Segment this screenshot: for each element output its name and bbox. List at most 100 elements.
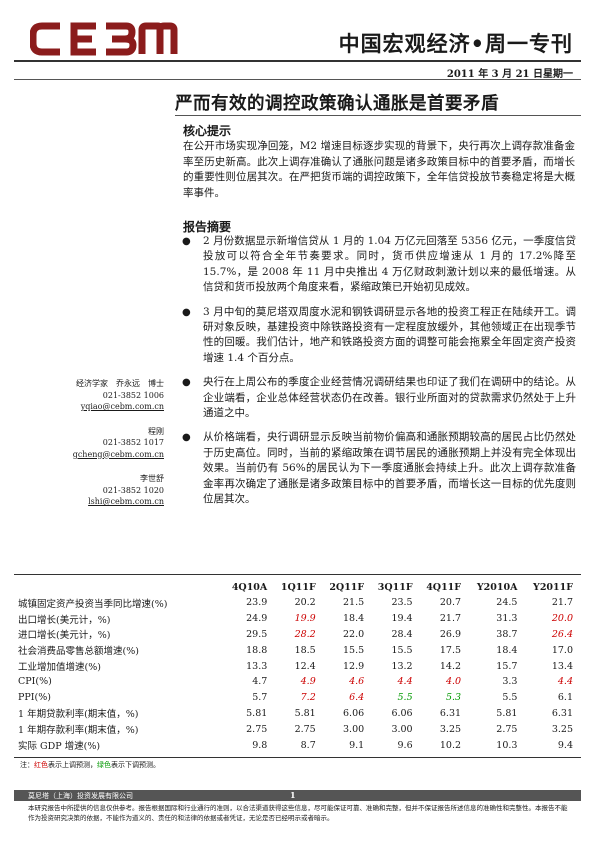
note-prefix: 注：: [20, 761, 34, 769]
table-column-header: 4Q10A: [231, 582, 268, 593]
table-cell: 19.4: [391, 613, 413, 625]
table-cell: 20.2: [294, 597, 316, 609]
table-cell: 18.4: [496, 644, 518, 656]
core-section-title: 核心提示: [183, 124, 232, 138]
row-label: 进口增长(美元计，%): [18, 630, 111, 642]
table-cell: 3.00: [343, 723, 365, 735]
table-cell: 5.5: [502, 692, 518, 704]
table-cell: 17.5: [439, 644, 462, 656]
table-cell: 6.1: [557, 692, 573, 704]
table-cell: 6.06: [391, 707, 413, 719]
issue-date: 2011 年 3 月 21 日星期一: [446, 69, 573, 80]
table-cell: 6.06: [343, 707, 365, 719]
note-green-label: 绿色: [97, 761, 111, 769]
table-cell: 12.9: [343, 660, 365, 672]
table-cell: 5.3: [445, 692, 462, 704]
analyst-card: 经济学家 乔永远 博士 021-3852 1006 yqiao@cebm.com…: [14, 378, 164, 413]
table-row: PPI(%) 5.7 7.2 6.4 5.5 5.3 5.5 6.1: [18, 690, 573, 706]
footer-company: 莫尼塔（上海）投资发展有限公司: [28, 792, 133, 800]
table-cell: 3.00: [391, 723, 413, 735]
table-cell: 4.7: [252, 676, 268, 688]
table-cell: 6.31: [551, 707, 573, 719]
analyst-email-link[interactable]: gcheng@cebm.com.cn: [72, 449, 164, 459]
publication-title: 中国宏观经济•周一专刊: [338, 31, 573, 56]
table-cell: 4.9: [300, 676, 316, 688]
table-column-header: Y2011F: [533, 582, 573, 593]
page-number: 1: [290, 790, 296, 800]
table-cell: 18.8: [246, 644, 268, 656]
bullet-text: 3 月中旬的莫尼塔双周度水泥和钢铁调研显示各地的投资工程正在陆续开工。调研对象反…: [203, 305, 576, 364]
analyst-email-link[interactable]: lshi@cebm.com.cn: [88, 497, 164, 506]
table-row: CPI(%) 4.7 4.9 4.6 4.4 4.0 3.3 4.4: [18, 674, 573, 690]
analyst-phone: 021-3852 1006: [102, 390, 164, 400]
bullet-icon: ●: [182, 432, 191, 444]
table-cell: 3.25: [551, 723, 573, 735]
table-cell: 2.75: [496, 723, 518, 735]
table-cell: 13.4: [551, 660, 573, 672]
table-cell: 5.7: [252, 692, 268, 704]
table-cell: 38.7: [496, 628, 518, 640]
analyst-name: 经济学家 乔永远 博士: [76, 379, 164, 388]
table-cell: 21.7: [439, 613, 462, 625]
table-cell: 20.7: [439, 597, 462, 609]
disclaimer-text: 本研究报告中所提供的信息仅供参考。报告根据国际和行业通行的准则，以合法渠道获得这…: [28, 804, 568, 822]
table-cell: 28.2: [294, 628, 316, 640]
summary-bullet-list: ● 2 月份数据显示新增信贷从 1 月的 1.04 万亿元回落至 5356 亿元，…: [178, 234, 576, 517]
forecast-table: 4Q10A 1Q11F 2Q11F 3Q11F 4Q11F Y2010A Y20…: [18, 580, 573, 753]
table-note: 注：红色表示上调预测，绿色表示下调预测。: [20, 760, 160, 770]
row-label: 实际 GDP 增速(%): [18, 741, 101, 753]
analyst-card: 程刚 021-3852 1017 gcheng@cebm.com.cn: [14, 426, 164, 461]
analyst-list: 经济学家 乔永远 博士 021-3852 1006 yqiao@cebm.com…: [14, 378, 164, 521]
table-cell: 20.0: [551, 613, 573, 625]
table-cell: 3.25: [439, 723, 462, 735]
header-rule: [14, 60, 581, 62]
table-row: 1 年期存款利率(期末值，%) 2.75 2.75 3.00 3.00 3.25 2.75 3…: [18, 721, 573, 737]
table-cell: 9.4: [557, 739, 573, 751]
table-cell: 21.7: [551, 597, 573, 609]
table-cell: 15.5: [343, 644, 365, 656]
table-row: 工业增加值增速(%) 13.3 12.4 12.9 13.2 14.2 15.7 13.4: [18, 658, 573, 674]
table-cell: 18.4: [343, 613, 365, 625]
table-cell: 5.5: [397, 692, 413, 704]
table-cell: 5.81: [496, 707, 518, 719]
analyst-email-link[interactable]: yqiao@cebm.com.cn: [80, 402, 164, 411]
table-cell: 4.4: [557, 676, 573, 688]
table-cell: 14.2: [439, 660, 462, 672]
cebm-logo: [29, 22, 178, 56]
table-cell: 23.5: [391, 597, 413, 609]
table-column-header: 1Q11F: [280, 582, 316, 593]
table-cell: 6.4: [349, 692, 365, 704]
bullet-text: 2 月份数据显示新增信贷从 1 月的 1.04 万亿元回落至 5356 亿元，一…: [203, 235, 576, 294]
table-row: 城镇固定资产投资当季同比增速(%) 23.9 20.2 21.5 23.5 20.7 24.…: [18, 595, 573, 611]
analyst-name: 李世舒: [140, 474, 164, 483]
table-cell: 10.3: [496, 739, 518, 751]
table-cell: 8.7: [300, 739, 316, 751]
table-cell: 6.31: [439, 707, 462, 719]
table-row: 进口增长(美元计，%) 29.5 28.2 22.0 28.4 26.9 38.7 26.4: [18, 627, 573, 643]
table-cell: 29.5: [246, 628, 268, 640]
cebm-logo-mark: [29, 22, 178, 56]
table-cell: 9.8: [252, 739, 268, 751]
bullet-icon: ●: [182, 236, 191, 247]
analyst-card: 李世舒 021-3852 1020 lshi@cebm.com.cn: [14, 473, 164, 508]
table-cell: 26.4: [551, 628, 573, 640]
table-cell: 12.4: [294, 660, 316, 672]
table-cell: 5.81: [294, 707, 316, 719]
table-cell: 17.0: [551, 644, 573, 656]
table-row: 1 年期贷款利率(期末值，%) 5.81 5.81 6.06 6.06 6.31 5.81 6…: [18, 706, 573, 722]
report-headline: 严而有效的调控政策确认通胀是首要矛盾: [175, 94, 499, 114]
row-label: 社会消费品零售总额增速(%): [18, 646, 139, 658]
footer-bar: 莫尼塔（上海）投资发展有限公司 1: [14, 790, 581, 801]
summary-bullet: ● 2 月份数据显示新增信贷从 1 月的 1.04 万亿元回落至 5356 亿元，…: [178, 234, 576, 296]
table-cell: 21.5: [343, 597, 365, 609]
summary-bullet: ● 央行在上周公布的季度企业经营情况调研结果也印证了我们在调研中的结论。从企业端看…: [178, 375, 576, 421]
table-cell: 26.9: [439, 628, 462, 640]
summary-section-title: 报告摘要: [183, 220, 232, 234]
table-cell: 19.9: [294, 613, 316, 625]
bullet-icon: ●: [182, 377, 191, 389]
row-label: 出口增长(美元计，%): [18, 614, 111, 626]
table-cell: 4.6: [349, 676, 365, 688]
table-cell: 7.2: [300, 692, 316, 704]
table-cell: 24.5: [496, 597, 518, 609]
forecast-table-frame: [14, 574, 581, 758]
